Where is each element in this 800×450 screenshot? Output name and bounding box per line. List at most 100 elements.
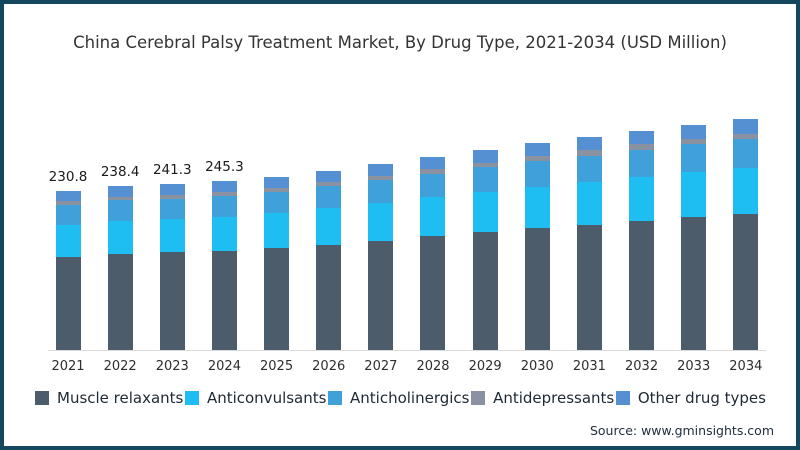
legend-item: Muscle relaxants [35, 389, 183, 407]
bar-segment-muscle-relaxants [420, 236, 446, 350]
bar-segment-other-drug-types [211, 181, 237, 192]
bar-segment-muscle-relaxants [733, 214, 759, 350]
bar-segment-other-drug-types [733, 119, 759, 134]
stacked-bar [524, 143, 550, 350]
bar-segment-other-drug-types [316, 170, 342, 182]
bar-segment-anticonvulsants [107, 220, 133, 254]
bar-segment-anticholinergics [316, 186, 342, 209]
bar-segment-other-drug-types [629, 130, 655, 145]
bar-segment-other-drug-types [159, 184, 185, 195]
bar-segment-muscle-relaxants [576, 224, 602, 350]
bar-segment-muscle-relaxants [55, 256, 81, 350]
bar-value-label: 230.8 [48, 169, 88, 186]
legend-label: Other drug types [637, 389, 766, 407]
x-tick-label: 2034 [729, 359, 763, 374]
legend-swatch [471, 391, 486, 405]
bar-segment-antidepressants [264, 187, 290, 192]
bar-segment-anticonvulsants [368, 202, 394, 241]
chart-title: China Cerebral Palsy Treatment Market, B… [73, 33, 727, 52]
x-tick-label: 2027 [364, 359, 398, 374]
bar-segment-anticholinergics [211, 196, 237, 217]
bar-segment-other-drug-types [107, 186, 133, 197]
stacked-bar [420, 156, 446, 350]
bar-segment-antidepressants [107, 196, 133, 201]
bar-segment-muscle-relaxants [524, 228, 550, 350]
bar-column [674, 124, 714, 350]
bar-segment-other-drug-types [420, 156, 446, 170]
bar-column: 245.3 [204, 159, 244, 350]
bar-value-label: 245.3 [205, 159, 244, 176]
bar-segment-anticonvulsants [472, 192, 498, 233]
x-tick-label: 2029 [468, 359, 502, 374]
stacked-bar [264, 176, 290, 350]
bar-column: 241.3 [152, 162, 192, 350]
bar-column: 230.8 [48, 169, 88, 350]
bar-segment-muscle-relaxants [368, 240, 394, 350]
bar-segment-anticonvulsants [159, 218, 185, 253]
legend: Muscle relaxants Anticonvulsants Anticholi… [35, 389, 766, 407]
bar-segment-muscle-relaxants [159, 252, 185, 350]
bar-column [257, 176, 297, 350]
stacked-bar [55, 191, 81, 350]
bar-segment-anticholinergics [420, 173, 446, 198]
bar-segment-antidepressants [733, 133, 759, 140]
bar-segment-muscle-relaxants [316, 244, 342, 350]
bar-segment-anticholinergics [368, 180, 394, 203]
bar-segment-anticholinergics [472, 167, 498, 193]
x-tick-label: 2024 [207, 359, 241, 374]
stacked-bar [681, 124, 707, 350]
bar-segment-muscle-relaxants [211, 250, 237, 350]
legend-label: Muscle relaxants [57, 389, 184, 407]
bar-segment-anticholinergics [264, 191, 290, 214]
stacked-bar [629, 130, 655, 350]
bar-segment-other-drug-types [55, 191, 81, 202]
legend-swatch [35, 391, 49, 405]
bar-segment-anticholinergics [576, 155, 602, 182]
bar-column [309, 170, 349, 350]
bar-segment-antidepressants [55, 201, 81, 206]
stacked-bar [733, 119, 759, 350]
bar-segment-other-drug-types [681, 124, 707, 139]
bar-segment-antidepressants [681, 138, 707, 145]
bar-segment-antidepressants [211, 191, 237, 197]
bar-segment-anticonvulsants [55, 224, 81, 257]
bar-segment-antidepressants [420, 169, 446, 174]
bar-segment-antidepressants [159, 194, 185, 199]
legend-item: Antidepressants [471, 389, 614, 407]
bar-column [622, 130, 662, 350]
plot-area: 230.8 238.4 241.3 245.3 [48, 95, 766, 351]
x-tick-label: 2028 [416, 359, 450, 374]
legend-swatch [328, 391, 343, 405]
x-tick-label: 2026 [312, 359, 346, 374]
bar-segment-other-drug-types [524, 143, 550, 157]
x-axis-labels: 2021 2022 2023 2024 2025 2026 2027 2028 2029 2030… [48, 351, 766, 374]
bar-segment-muscle-relaxants [264, 248, 290, 350]
x-tick-label: 2022 [103, 359, 137, 374]
bar-segment-anticholinergics [55, 205, 81, 225]
bar-segment-anticonvulsants [681, 171, 707, 218]
bar-segment-anticholinergics [733, 139, 759, 168]
stacked-bar [107, 186, 133, 350]
bar-segment-anticonvulsants [264, 213, 290, 249]
bar-segment-anticholinergics [159, 198, 185, 219]
bar-value-label: 241.3 [152, 162, 192, 179]
bar-column [517, 143, 557, 350]
bar-column [726, 119, 766, 350]
bar-segment-antidepressants [472, 162, 498, 168]
x-tick-label: 2023 [155, 359, 189, 374]
x-tick-label: 2030 [520, 359, 554, 374]
bar-segment-other-drug-types [264, 176, 290, 188]
stacked-bar [368, 163, 394, 350]
bar-segment-anticonvulsants [420, 197, 446, 237]
stacked-bar [211, 181, 237, 350]
bar-column [465, 150, 505, 350]
bar-value-label: 238.4 [100, 164, 140, 181]
bar-segment-muscle-relaxants [629, 221, 655, 350]
legend-swatch [615, 391, 630, 405]
bar-segment-anticonvulsants [316, 208, 342, 245]
legend-item: Anticonvulsants [184, 389, 326, 407]
bar-column [413, 156, 453, 350]
bar-segment-other-drug-types [472, 150, 498, 163]
bar-segment-antidepressants [368, 175, 394, 181]
